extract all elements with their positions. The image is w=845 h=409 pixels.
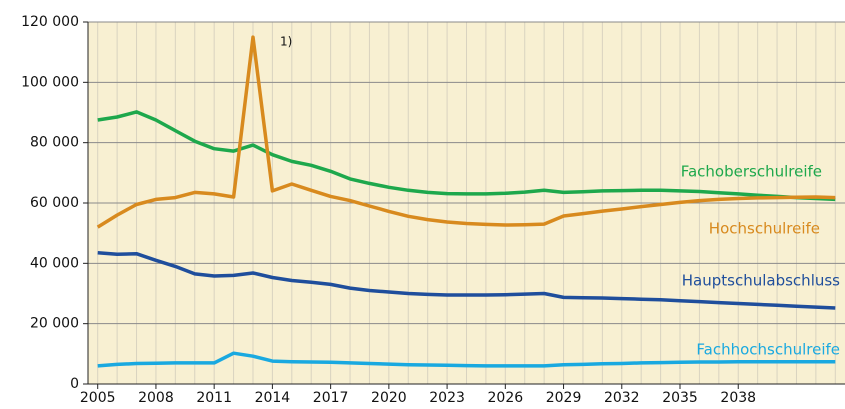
y-tick-label: 20 000 <box>30 316 79 332</box>
x-tick-label: 2005 <box>80 390 116 406</box>
y-tick-label: 80 000 <box>30 135 79 151</box>
x-tick-label: 2008 <box>138 390 174 406</box>
y-tick-label: 100 000 <box>21 74 79 90</box>
series-line <box>97 351 836 368</box>
x-tick-label: 2014 <box>255 390 291 406</box>
x-tick-label: 2023 <box>429 390 465 406</box>
series-line <box>97 251 836 310</box>
series-label: Hochschulreife <box>709 220 820 238</box>
x-tick-label: 2026 <box>488 390 524 406</box>
x-tick-label: 2035 <box>662 390 698 406</box>
y-tick-label: 120 000 <box>21 14 79 30</box>
x-tick-label: 2038 <box>720 390 756 406</box>
y-tick-label: 0 <box>70 376 79 392</box>
series-line <box>97 110 836 202</box>
x-tick-label: 2029 <box>546 390 582 406</box>
x-tick-label: 2032 <box>604 390 640 406</box>
series-label: Fachoberschulreife <box>681 163 822 181</box>
y-tick-label: 40 000 <box>30 255 79 271</box>
x-tick-label: 2020 <box>371 390 407 406</box>
x-tick-label: 2017 <box>313 390 349 406</box>
annotation: 1) <box>280 35 292 49</box>
x-tick-label: 2011 <box>196 390 232 406</box>
series-label: Fachhochschulreife <box>696 341 840 359</box>
series-label: Hauptschulabschluss <box>682 272 840 290</box>
series-line <box>96 35 836 229</box>
y-tick-label: 60 000 <box>30 195 79 211</box>
